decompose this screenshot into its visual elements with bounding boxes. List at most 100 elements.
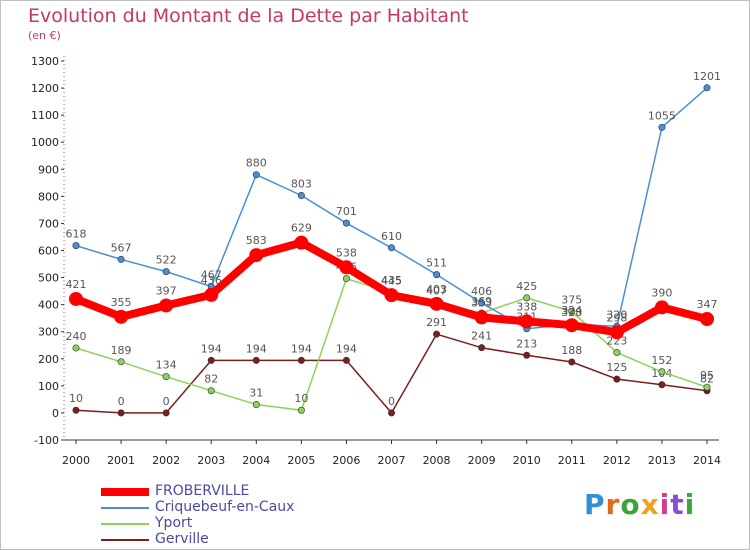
data-point-gerville: [523, 351, 531, 359]
data-label-yport: 375: [561, 293, 582, 306]
data-point-froberville: [249, 248, 264, 263]
data-point-criquebeuf-en-caux: [658, 123, 666, 131]
y-tick-label: 0: [52, 407, 59, 420]
data-label-yport: 134: [156, 359, 177, 372]
y-tick-label: 400: [38, 299, 59, 312]
data-point-yport: [297, 406, 305, 414]
data-point-yport: [342, 275, 350, 283]
data-label-gerville: 194: [291, 342, 312, 355]
chart-title: Evolution du Montant de la Dette par Hab…: [28, 5, 469, 27]
data-label-yport: 10: [294, 392, 308, 405]
x-tick-label: 2001: [107, 454, 135, 467]
y-tick-label: 900: [38, 163, 59, 176]
data-point-froberville: [159, 298, 174, 313]
data-point-criquebeuf-en-caux: [387, 244, 395, 252]
data-point-froberville: [339, 260, 354, 275]
data-point-gerville: [342, 356, 350, 364]
data-point-gerville: [72, 406, 80, 414]
legend-label: Criquebeuf-en-Caux: [155, 499, 295, 515]
data-label-yport: 407: [426, 285, 447, 298]
data-label-froberville: 538: [336, 246, 357, 259]
data-label-gerville: 291: [426, 316, 447, 329]
data-label-criquebeuf-en-caux: 880: [246, 157, 267, 170]
y-tick-label: 700: [38, 217, 59, 230]
y-tick-label: 500: [38, 272, 59, 285]
data-label-criquebeuf-en-caux: 618: [66, 228, 87, 241]
data-point-yport: [207, 387, 215, 395]
logo-letter: r: [605, 488, 621, 521]
y-tick-label: 200: [38, 353, 59, 366]
y-tick-label: 1100: [31, 109, 59, 122]
data-point-froberville: [114, 309, 129, 324]
logo-letter: P: [584, 488, 606, 521]
legend-item-gerville: Gerville: [101, 531, 361, 547]
x-tick-label: 2007: [378, 454, 406, 467]
data-point-criquebeuf-en-caux: [72, 242, 80, 250]
data-label-gerville: 188: [561, 344, 582, 357]
data-label-froberville: 298: [606, 311, 627, 324]
y-tick-label: 800: [38, 190, 59, 203]
x-tick-label: 2002: [152, 454, 180, 467]
data-point-gerville: [162, 409, 170, 417]
data-label-criquebeuf-en-caux: 320: [606, 308, 627, 321]
data-label-yport: 240: [66, 330, 87, 343]
data-point-gerville: [478, 344, 486, 352]
data-label-gerville: 194: [246, 342, 267, 355]
legend-label: Gerville: [155, 531, 209, 547]
data-point-froberville: [519, 314, 534, 329]
data-label-gerville: 82: [700, 373, 714, 386]
logo-letter: x: [640, 488, 660, 521]
logo-letter: i: [684, 488, 696, 521]
legend-item-yport: Yport: [101, 515, 361, 531]
data-point-yport: [568, 307, 576, 315]
x-tick-label: 2011: [558, 454, 586, 467]
data-label-yport: 95: [700, 369, 714, 382]
data-label-froberville: 338: [516, 300, 537, 313]
data-label-gerville: 194: [201, 342, 222, 355]
data-label-froberville: 355: [111, 296, 132, 309]
x-tick-label: 2006: [332, 454, 360, 467]
data-label-criquebeuf-en-caux: 406: [471, 285, 492, 298]
data-point-gerville: [568, 358, 576, 366]
legend-item-criquebeuf-en-caux: Criquebeuf-en-Caux: [101, 499, 361, 515]
data-label-froberville: 403: [426, 283, 447, 296]
data-point-criquebeuf-en-caux: [433, 271, 441, 279]
y-tick-label: 100: [38, 380, 59, 393]
data-label-froberville: 583: [246, 234, 267, 247]
data-point-gerville: [433, 330, 441, 338]
x-tick-label: 2004: [242, 454, 270, 467]
legend-swatch: [101, 539, 149, 541]
x-tick-label: 2014: [693, 454, 721, 467]
data-point-yport: [613, 349, 621, 357]
x-tick-label: 2013: [648, 454, 676, 467]
data-label-gerville: 0: [163, 395, 170, 408]
data-label-froberville: 397: [156, 284, 177, 297]
y-tick-label: 1000: [31, 136, 59, 149]
x-tick-label: 2005: [287, 454, 315, 467]
y-tick-label: 300: [38, 326, 59, 339]
legend-swatch: [101, 523, 149, 525]
data-label-froberville: 347: [697, 298, 718, 311]
data-point-yport: [658, 368, 666, 376]
data-label-gerville: 241: [471, 330, 492, 343]
data-label-froberville: 353: [471, 296, 492, 309]
data-label-criquebeuf-en-caux: 803: [291, 178, 312, 191]
legend-swatch: [101, 507, 149, 509]
chart-subtitle: (en €): [28, 29, 61, 42]
data-point-criquebeuf-en-caux: [478, 299, 486, 307]
data-label-yport: 445: [381, 274, 402, 287]
data-label-froberville: 436: [201, 274, 222, 287]
data-point-froberville: [609, 325, 624, 340]
logo-letter: t: [670, 488, 685, 521]
data-point-yport: [252, 401, 260, 409]
data-point-froberville: [294, 235, 309, 250]
data-point-criquebeuf-en-caux: [162, 268, 170, 276]
data-label-criquebeuf-en-caux: 511: [426, 257, 447, 270]
data-label-yport: 425: [516, 280, 537, 293]
x-tick-label: 2009: [468, 454, 496, 467]
y-tick-label: 600: [38, 245, 59, 258]
data-point-gerville: [117, 409, 125, 417]
data-label-yport: 31: [249, 387, 263, 400]
